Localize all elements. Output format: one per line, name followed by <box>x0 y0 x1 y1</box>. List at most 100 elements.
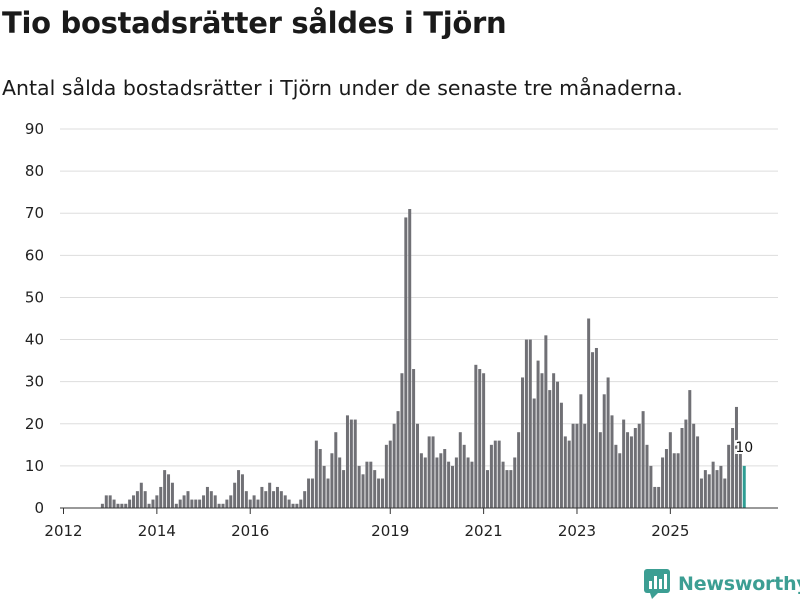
bar <box>734 406 738 508</box>
bar <box>676 453 680 508</box>
bar <box>209 491 213 508</box>
bar <box>155 495 159 508</box>
bar <box>400 373 404 508</box>
bar <box>715 470 719 508</box>
y-axis-ticks: 0 10 20 30 40 50 60 70 80 90 <box>25 120 44 517</box>
bar <box>423 457 427 508</box>
bar <box>318 449 322 508</box>
bar <box>182 495 186 508</box>
newsworthy-logo[interactable]: Newsworthy <box>644 568 800 600</box>
bar <box>256 499 260 508</box>
bar <box>139 482 143 508</box>
bar <box>575 423 579 508</box>
bar <box>283 495 287 508</box>
bar <box>229 495 233 508</box>
bar <box>361 474 365 508</box>
bar <box>322 465 326 508</box>
bar <box>559 402 563 508</box>
bar <box>563 436 567 508</box>
bar <box>178 499 182 508</box>
bar <box>268 482 272 508</box>
bar <box>198 499 202 508</box>
bar <box>202 495 206 508</box>
bar <box>552 373 556 508</box>
y-tick-label: 0 <box>34 499 44 517</box>
bar <box>556 381 560 508</box>
bar <box>170 482 174 508</box>
bar <box>190 499 194 508</box>
bar <box>614 444 618 508</box>
x-tick-label: 2014 <box>138 522 176 540</box>
bar <box>598 432 602 508</box>
bar <box>478 369 482 508</box>
x-tick-label: 2016 <box>231 522 269 540</box>
bar <box>668 432 672 508</box>
bar <box>439 453 443 508</box>
bar <box>474 364 478 508</box>
bar <box>684 419 688 508</box>
bar <box>626 432 630 508</box>
x-tick-label: 2025 <box>651 522 689 540</box>
bar <box>583 423 587 508</box>
bar <box>404 217 408 508</box>
bar <box>723 478 727 508</box>
bar <box>194 499 198 508</box>
bar <box>291 503 295 508</box>
bar <box>587 318 591 508</box>
bar <box>357 465 361 508</box>
bar <box>688 390 692 508</box>
bar <box>128 499 132 508</box>
bar <box>548 390 552 508</box>
y-tick-label: 60 <box>25 246 44 264</box>
x-tick-label: 2012 <box>44 522 82 540</box>
bar <box>275 486 279 508</box>
bar <box>135 491 139 508</box>
bar <box>649 465 653 508</box>
bar <box>353 419 357 508</box>
bar <box>108 495 112 508</box>
bar <box>462 444 466 508</box>
chart-subtitle: Antal sålda bostadsrätter i Tjörn under … <box>2 76 683 100</box>
y-tick-label: 20 <box>25 415 44 433</box>
y-tick-label: 70 <box>25 204 44 222</box>
bar <box>447 461 451 508</box>
bar <box>221 503 225 508</box>
bar <box>233 482 237 508</box>
bar <box>147 503 151 508</box>
bar <box>591 352 595 508</box>
bar <box>602 394 606 508</box>
bar <box>505 470 509 508</box>
bar <box>373 470 377 508</box>
bar <box>272 491 276 508</box>
bar <box>104 495 108 508</box>
newsworthy-chart-icon <box>644 569 670 599</box>
bar <box>443 449 447 508</box>
bar <box>458 432 462 508</box>
bar <box>380 478 384 508</box>
bar <box>396 411 400 508</box>
bar <box>727 444 731 508</box>
bar <box>412 369 416 508</box>
bar <box>509 470 513 508</box>
y-tick-label: 30 <box>25 373 44 391</box>
bar <box>342 470 346 508</box>
bar <box>696 436 700 508</box>
bar <box>493 440 497 508</box>
bar <box>369 461 373 508</box>
bar <box>248 499 252 508</box>
brand-name: Newsworthy <box>678 573 800 595</box>
bar <box>653 486 657 508</box>
bar <box>287 499 291 508</box>
y-tick-label: 10 <box>25 457 44 475</box>
bar <box>657 486 661 508</box>
bar <box>264 491 268 508</box>
data-labels: 10 <box>733 438 755 458</box>
bar <box>225 499 229 508</box>
bar <box>470 461 474 508</box>
bar <box>345 415 349 508</box>
bar <box>521 377 525 508</box>
y-tick-label: 40 <box>25 331 44 349</box>
bar <box>699 478 703 508</box>
bar <box>451 465 454 508</box>
bar <box>435 457 439 508</box>
